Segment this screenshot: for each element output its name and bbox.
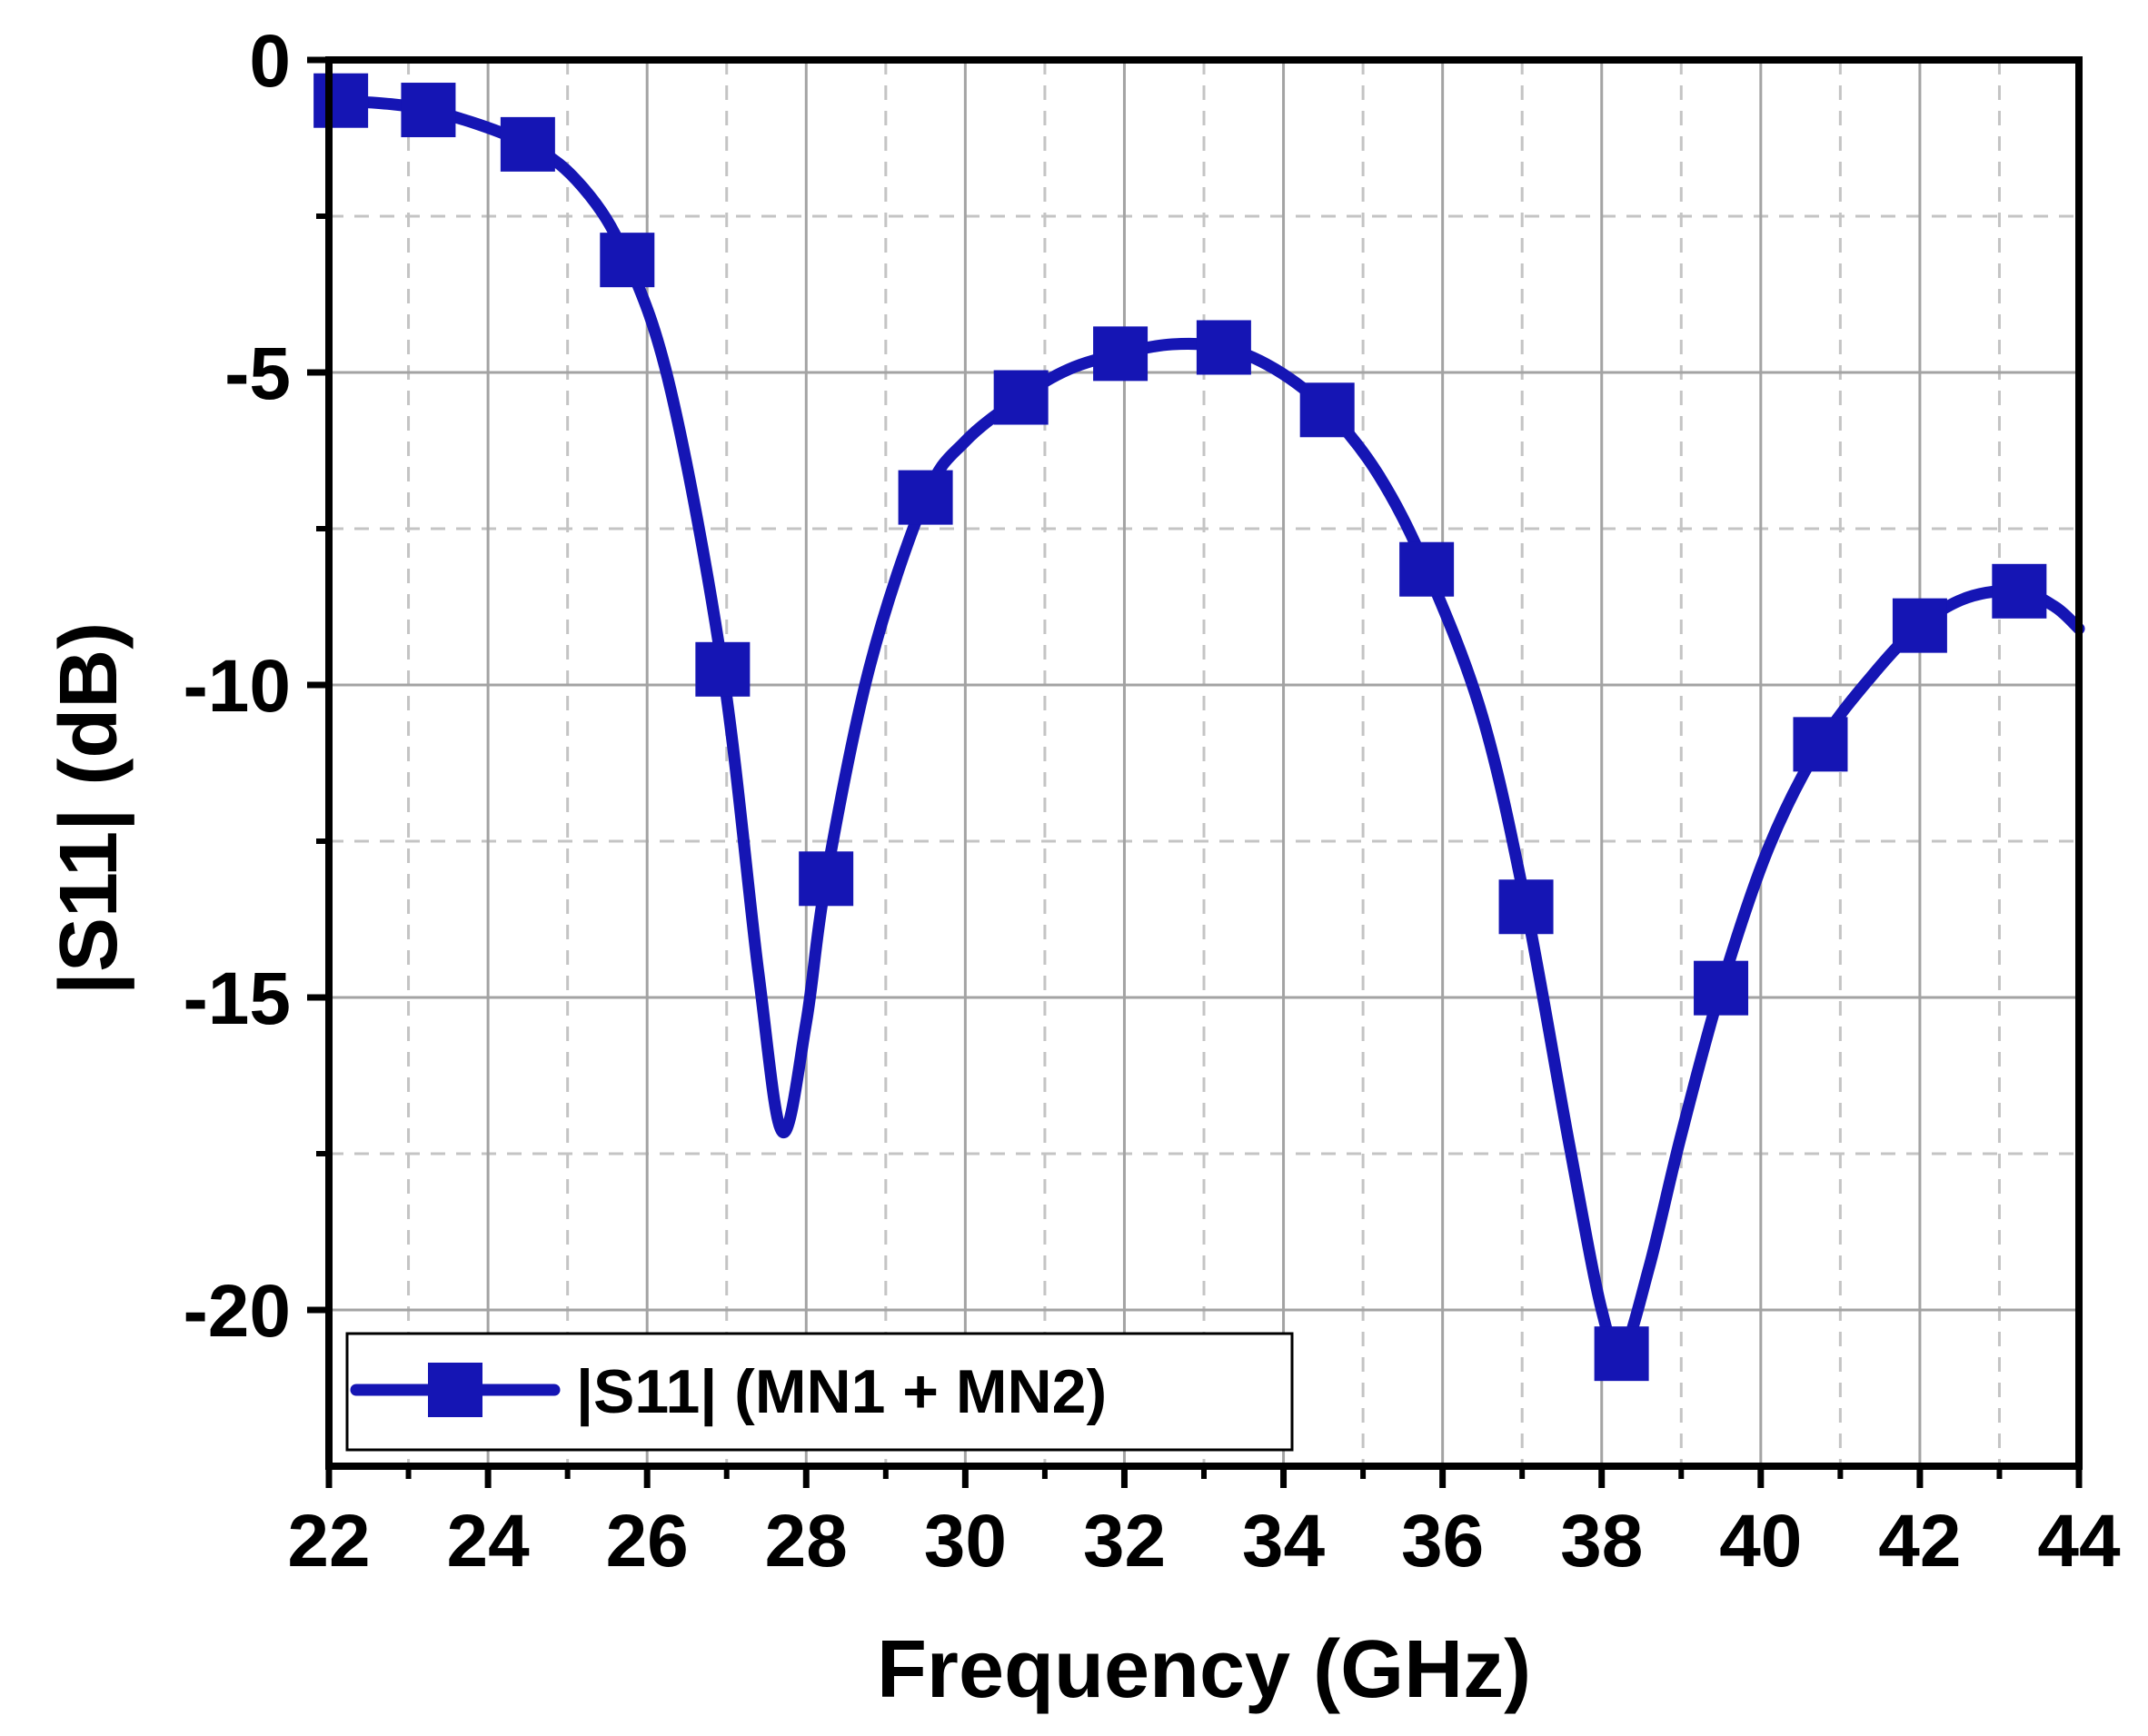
data-marker — [695, 641, 751, 697]
data-marker — [799, 851, 854, 907]
x-tick-label: 34 — [1242, 1500, 1326, 1582]
data-marker — [898, 470, 953, 525]
x-tick-label: 30 — [924, 1500, 1007, 1582]
y-tick-label: -5 — [224, 332, 291, 415]
y-tick-label: -10 — [183, 645, 291, 728]
data-marker — [993, 370, 1049, 425]
x-tick-label: 32 — [1083, 1500, 1166, 1582]
data-marker — [401, 83, 456, 138]
y-axis-title: |S11| (dB) — [44, 622, 135, 995]
axis-ticks — [307, 56, 2083, 1488]
data-marker — [1594, 1326, 1649, 1382]
y-tick-labels: 0 -5 -10 -15 -20 — [183, 20, 291, 1353]
data-marker — [313, 73, 369, 128]
series-layer — [313, 73, 2085, 1382]
minor-grid — [329, 60, 2079, 1466]
data-marker — [1992, 563, 2047, 619]
x-tick-label: 26 — [606, 1500, 689, 1582]
data-marker — [1793, 717, 1848, 772]
x-tick-labels: 22 24 26 28 30 32 34 36 38 40 42 44 — [287, 1500, 2121, 1582]
data-marker — [1892, 598, 1947, 653]
data-marker — [1498, 879, 1554, 935]
data-marker — [1093, 326, 1149, 382]
y-tick-label: 0 — [249, 20, 291, 103]
data-marker — [1399, 541, 1455, 597]
legend-marker-swatch — [428, 1363, 482, 1417]
data-marker — [1694, 960, 1749, 1016]
legend: |S11| (MN1 + MN2) — [345, 1332, 1294, 1452]
y-tick-label: -20 — [183, 1270, 291, 1353]
x-axis-title: Frequency (GHz) — [877, 1624, 1531, 1715]
x-tick-label: 36 — [1401, 1500, 1484, 1582]
data-marker — [1299, 382, 1355, 438]
data-marker — [500, 116, 555, 172]
data-marker — [1196, 320, 1251, 375]
x-tick-label: 42 — [1878, 1500, 1961, 1582]
legend-label: |S11| (MN1 + MN2) — [576, 1357, 1107, 1427]
x-tick-label: 22 — [287, 1500, 370, 1582]
y-tick-label: -15 — [183, 957, 291, 1040]
x-tick-label: 40 — [1719, 1500, 1802, 1582]
data-marker — [600, 233, 655, 288]
x-tick-label: 28 — [765, 1500, 848, 1582]
x-tick-label: 44 — [2037, 1500, 2121, 1582]
x-tick-label: 38 — [1560, 1500, 1643, 1582]
x-tick-label: 24 — [446, 1500, 530, 1582]
